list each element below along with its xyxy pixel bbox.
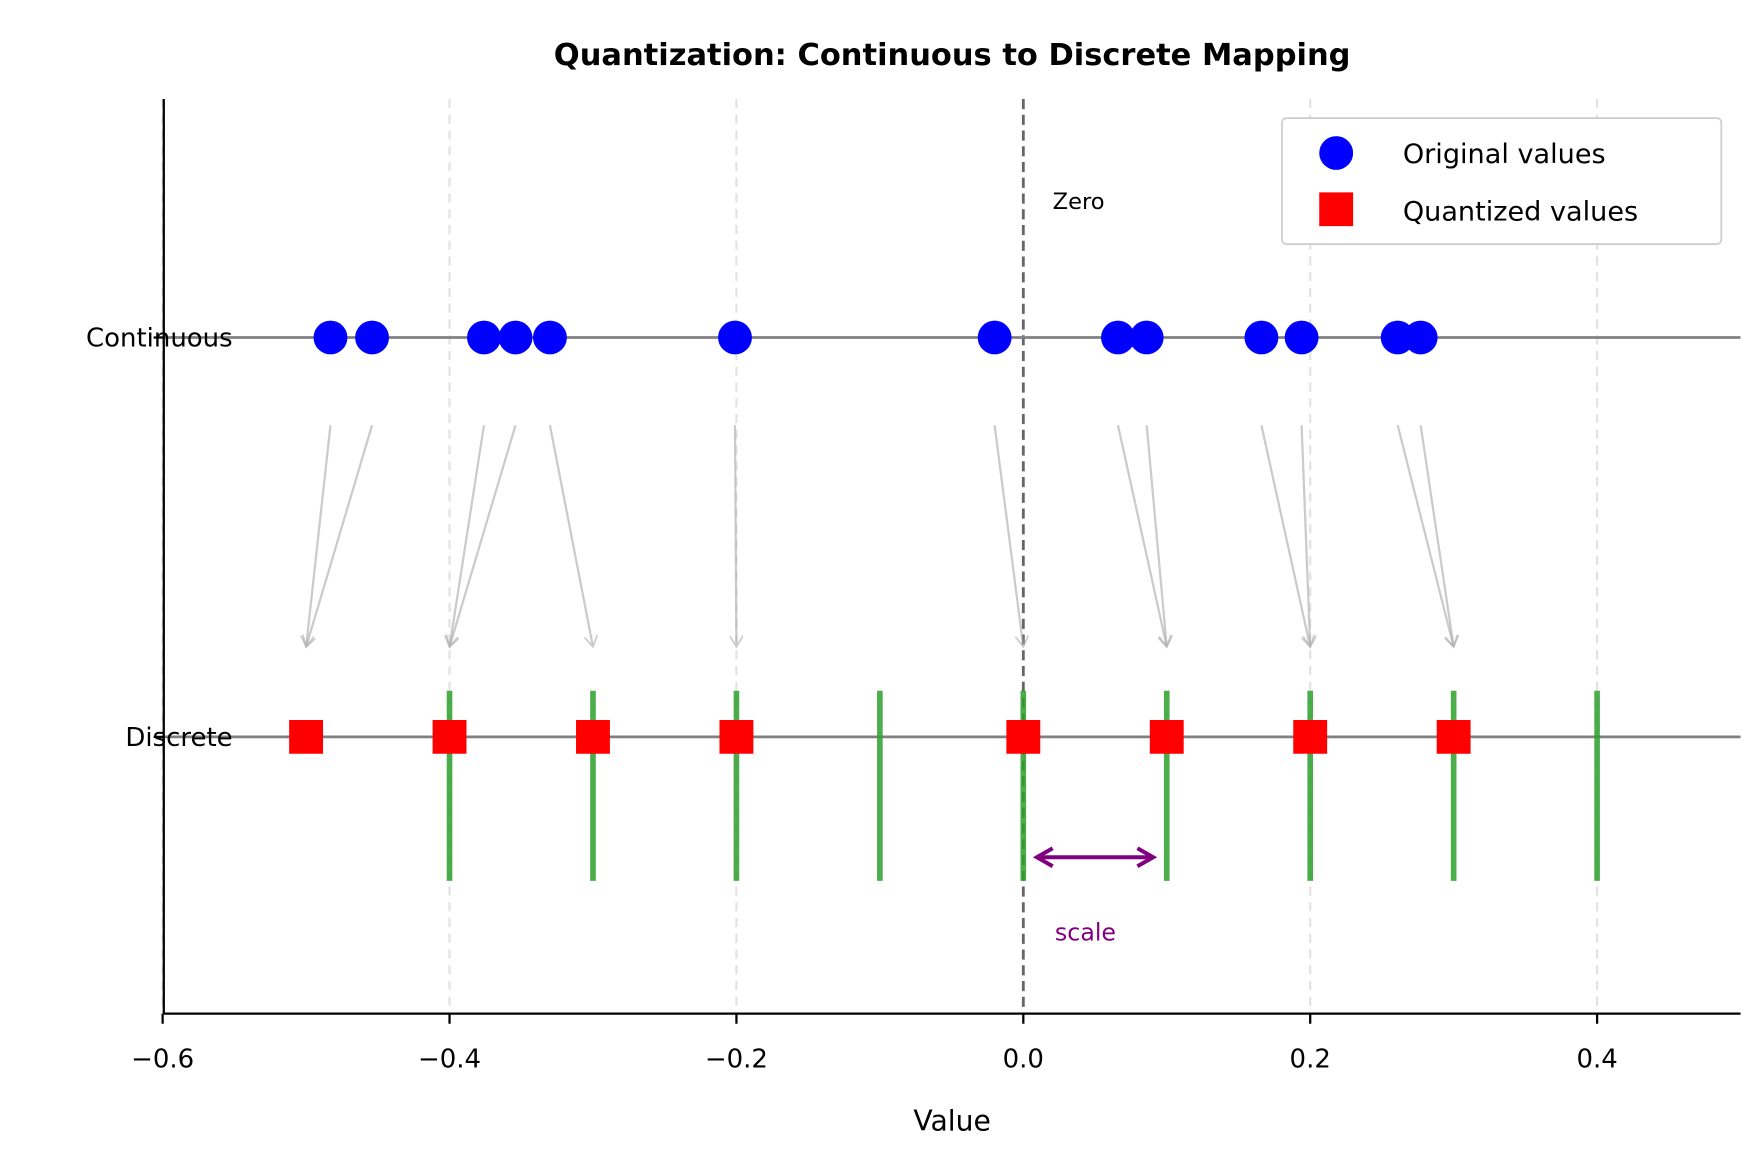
quantized-value-point <box>432 720 467 754</box>
original-value-point <box>1101 320 1135 355</box>
original-value-point <box>313 320 348 355</box>
scale-label: scale <box>1055 919 1116 947</box>
original-value-point <box>718 320 752 355</box>
original-value-point <box>1244 320 1279 355</box>
mapping-arrow <box>306 425 332 647</box>
original-value-point <box>1129 320 1164 355</box>
original-value-point <box>1284 320 1319 355</box>
mapping-arrow <box>1396 424 1454 647</box>
legend-label-quantized: Quantized values <box>1403 197 1638 228</box>
mapping-arrow <box>1260 425 1310 647</box>
mapping-arrow <box>1300 425 1311 647</box>
quantized-value-point <box>289 720 324 754</box>
y-tick-label-discrete: Discrete <box>125 723 232 753</box>
data-points <box>289 320 1471 754</box>
quantized-value-point <box>719 720 754 754</box>
x-tick-label: 0.2 <box>1290 1045 1331 1075</box>
mapping-arrow <box>735 425 736 647</box>
scale-arrowhead-left <box>1032 846 1054 868</box>
y-tick-label-continuous: Continuous <box>86 324 233 354</box>
mapping-arrow <box>548 425 593 647</box>
scale-arrowhead-right <box>1136 846 1158 868</box>
original-value-point <box>1403 320 1438 355</box>
x-tick-label: 0.0 <box>1003 1045 1044 1075</box>
original-value-point <box>355 320 390 355</box>
x-tick-label: −0.6 <box>131 1045 194 1075</box>
x-tick-label: −0.4 <box>418 1045 481 1075</box>
quantized-value-point <box>1149 720 1184 754</box>
original-value-point <box>533 320 567 355</box>
x-tick-label: 0.4 <box>1576 1045 1617 1075</box>
mapping-arrow <box>450 424 517 647</box>
quantized-value-point <box>1006 720 1041 754</box>
mapping-arrows <box>306 424 1454 868</box>
mapping-arrow <box>1145 425 1167 647</box>
legend-marker-original <box>1319 136 1354 170</box>
legend: Original values Quantized values <box>1281 117 1723 245</box>
mapping-arrow <box>450 425 486 647</box>
mapping-arrow <box>1116 425 1167 647</box>
legend-marker-quantized <box>1319 192 1354 227</box>
x-tick-label: −0.2 <box>705 1045 768 1075</box>
quantized-value-point <box>1293 720 1328 754</box>
legend-label-original: Original values <box>1403 139 1606 170</box>
original-value-point <box>498 320 533 355</box>
original-value-point <box>467 320 501 355</box>
mapping-arrow <box>993 425 1024 647</box>
zero-label: Zero <box>1053 189 1105 215</box>
quantized-value-point <box>576 720 610 754</box>
x-axis-label: Value <box>913 1105 991 1138</box>
quantized-value-point <box>1436 720 1471 754</box>
quantization-levels <box>446 690 1600 881</box>
original-value-point <box>977 320 1012 355</box>
legend-frame <box>1281 117 1723 245</box>
mapping-arrow <box>1419 425 1454 647</box>
axes: −0.6 −0.4 −0.2 0.0 0.2 0.4 <box>131 99 1741 1075</box>
mapping-arrow <box>306 424 374 647</box>
chart-title: Quantization: Continuous to Discrete Map… <box>554 38 1351 73</box>
baselines <box>162 336 1741 739</box>
